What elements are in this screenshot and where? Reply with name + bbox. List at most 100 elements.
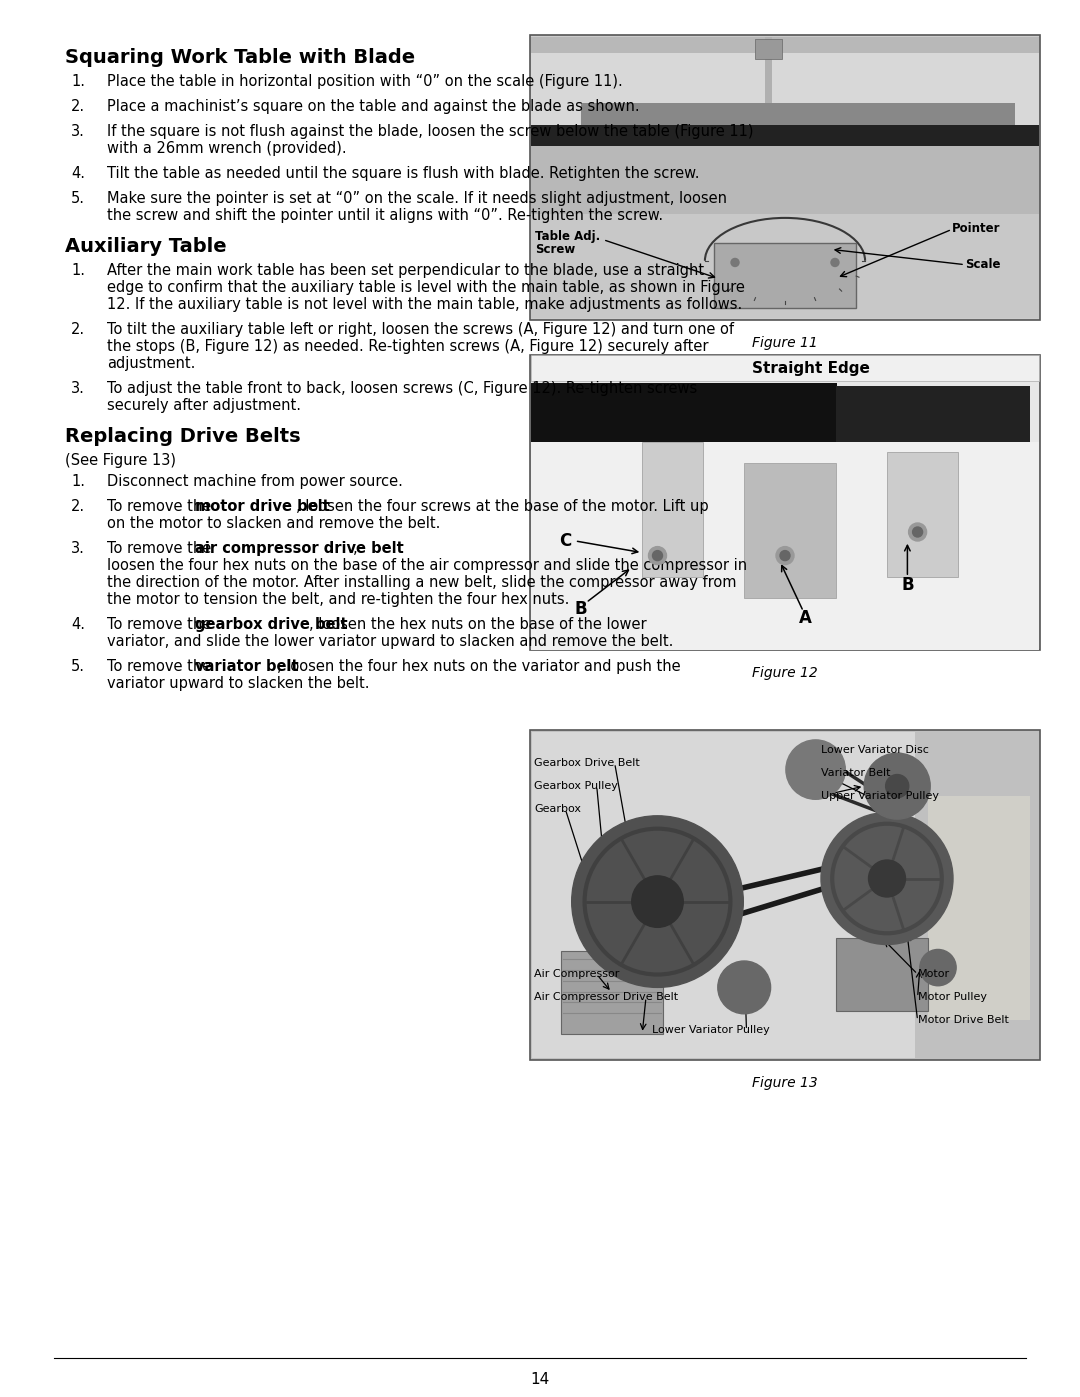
Text: To tilt the auxiliary table left or right, loosen the screws (A, Figure 12) and : To tilt the auxiliary table left or righ… [107, 321, 734, 337]
Text: 14: 14 [530, 1372, 550, 1387]
Text: Screw: Screw [535, 243, 576, 256]
Text: variator belt: variator belt [195, 659, 299, 673]
Text: Auxiliary Table: Auxiliary Table [65, 237, 227, 256]
Text: 2.: 2. [71, 321, 85, 337]
Text: Figure 11: Figure 11 [752, 337, 818, 351]
Bar [581, 103, 1014, 124]
Text: Replacing Drive Belts: Replacing Drive Belts [65, 427, 300, 446]
Text: variator, and slide the lower variator upward to slacken and remove the belt.: variator, and slide the lower variator u… [107, 634, 673, 650]
Text: Straight Edge: Straight Edge [752, 360, 869, 376]
Bar [643, 441, 703, 577]
Circle shape [652, 550, 662, 560]
Text: 1.: 1. [71, 474, 85, 489]
Text: Squaring Work Table with Blade: Squaring Work Table with Blade [65, 47, 415, 67]
Text: adjustment.: adjustment. [107, 356, 195, 372]
Bar [531, 355, 1039, 381]
Text: edge to confirm that the auxiliary table is level with the main table, as shown : edge to confirm that the auxiliary table… [107, 279, 745, 295]
Text: To remove the: To remove the [107, 499, 216, 514]
Text: ,: , [353, 541, 357, 556]
Text: the direction of the motor. After installing a new belt, slide the compressor aw: the direction of the motor. After instal… [107, 576, 737, 590]
Text: Figure 12: Figure 12 [752, 666, 818, 680]
Bar [531, 36, 1039, 215]
Text: air compressor drive belt: air compressor drive belt [195, 541, 404, 556]
Text: Place a machinist’s square on the table and against the blade as shown.: Place a machinist’s square on the table … [107, 99, 639, 115]
Text: variator upward to slacken the belt.: variator upward to slacken the belt. [107, 676, 369, 692]
Text: Place the table in horizontal position with “0” on the scale (Figure 11).: Place the table in horizontal position w… [107, 74, 623, 89]
Bar [531, 124, 1039, 145]
Circle shape [731, 258, 739, 267]
Bar [530, 355, 1040, 650]
Circle shape [831, 258, 839, 267]
Text: 2.: 2. [71, 499, 85, 514]
Bar [928, 796, 1030, 1020]
Text: Lower Variator Disc: Lower Variator Disc [821, 745, 929, 754]
Text: Air Compressor: Air Compressor [534, 970, 619, 979]
Bar [531, 383, 837, 441]
Text: Motor Pulley: Motor Pulley [918, 992, 987, 1002]
Bar [531, 53, 1039, 134]
Circle shape [632, 876, 684, 928]
Circle shape [780, 550, 789, 560]
Circle shape [864, 753, 930, 819]
Circle shape [571, 816, 743, 988]
Text: Scale: Scale [966, 257, 1000, 271]
Text: , loosen the hex nuts on the base of the lower: , loosen the hex nuts on the base of the… [309, 617, 646, 631]
Text: (See Figure 13): (See Figure 13) [65, 453, 176, 468]
Circle shape [821, 813, 953, 944]
Text: Disconnect machine from power source.: Disconnect machine from power source. [107, 474, 403, 489]
Text: If the square is not flush against the blade, loosen the screw below the table (: If the square is not flush against the b… [107, 124, 754, 138]
Bar [755, 39, 782, 59]
Text: gearbox drive belt: gearbox drive belt [195, 617, 348, 631]
Circle shape [786, 740, 846, 799]
Text: Gearbox Pulley: Gearbox Pulley [534, 781, 618, 791]
Text: Upper Variator Pulley: Upper Variator Pulley [821, 791, 939, 800]
Bar [531, 731, 1039, 1059]
Text: Lower Variator Pulley: Lower Variator Pulley [652, 1025, 770, 1035]
Circle shape [886, 774, 908, 798]
Circle shape [777, 546, 794, 564]
Circle shape [868, 861, 905, 897]
Text: 2.: 2. [71, 99, 85, 115]
Text: B: B [575, 599, 588, 617]
Text: Air Compressor Drive Belt: Air Compressor Drive Belt [534, 992, 678, 1002]
Text: Pointer: Pointer [951, 222, 1000, 235]
Text: securely after adjustment.: securely after adjustment. [107, 398, 301, 414]
Text: To remove the: To remove the [107, 617, 216, 631]
Bar [744, 462, 836, 598]
Text: Motor Drive Belt: Motor Drive Belt [918, 1016, 1009, 1025]
Bar [531, 356, 1039, 650]
Text: 3.: 3. [71, 381, 85, 395]
Text: To remove the: To remove the [107, 541, 216, 556]
Text: 1.: 1. [71, 263, 85, 278]
Text: 12. If the auxiliary table is not level with the main table, make adjustments as: 12. If the auxiliary table is not level … [107, 298, 742, 312]
Text: the stops (B, Figure 12) as needed. Re-tighten screws (A, Figure 12) securely af: the stops (B, Figure 12) as needed. Re-t… [107, 339, 708, 353]
Text: To remove the: To remove the [107, 659, 216, 673]
Circle shape [920, 950, 956, 986]
Text: Tilt the table as needed until the square is flush with blade. Retighten the scr: Tilt the table as needed until the squar… [107, 166, 700, 182]
Text: 5.: 5. [71, 191, 85, 205]
Circle shape [908, 522, 927, 541]
Circle shape [913, 527, 922, 536]
Text: with a 26mm wrench (provided).: with a 26mm wrench (provided). [107, 141, 347, 156]
Bar [836, 937, 928, 1010]
Text: loosen the four hex nuts on the base of the air compressor and slide the compres: loosen the four hex nuts on the base of … [107, 557, 747, 573]
Text: the screw and shift the pointer until it aligns with “0”. Re-tighten the screw.: the screw and shift the pointer until it… [107, 208, 663, 224]
Text: on the motor to slacken and remove the belt.: on the motor to slacken and remove the b… [107, 515, 441, 531]
Text: Gearbox: Gearbox [534, 805, 581, 814]
Text: 5.: 5. [71, 659, 85, 673]
Bar [531, 441, 1039, 650]
Text: 4.: 4. [71, 617, 85, 631]
Bar [714, 243, 856, 307]
Text: B: B [901, 576, 914, 594]
Text: 3.: 3. [71, 541, 85, 556]
Bar [836, 386, 1030, 446]
Bar [532, 732, 915, 1058]
Text: To adjust the table front to back, loosen screws (C, Figure 12). Re-tighten scre: To adjust the table front to back, loose… [107, 381, 698, 395]
Text: , loosen the four hex nuts on the variator and push the: , loosen the four hex nuts on the variat… [278, 659, 680, 673]
Text: , loosen the four screws at the base of the motor. Lift up: , loosen the four screws at the base of … [296, 499, 708, 514]
Bar [530, 35, 1040, 320]
Text: 1.: 1. [71, 74, 85, 89]
Text: Table Adj.: Table Adj. [535, 229, 600, 243]
Circle shape [718, 961, 771, 1014]
Text: Motor: Motor [918, 970, 949, 979]
